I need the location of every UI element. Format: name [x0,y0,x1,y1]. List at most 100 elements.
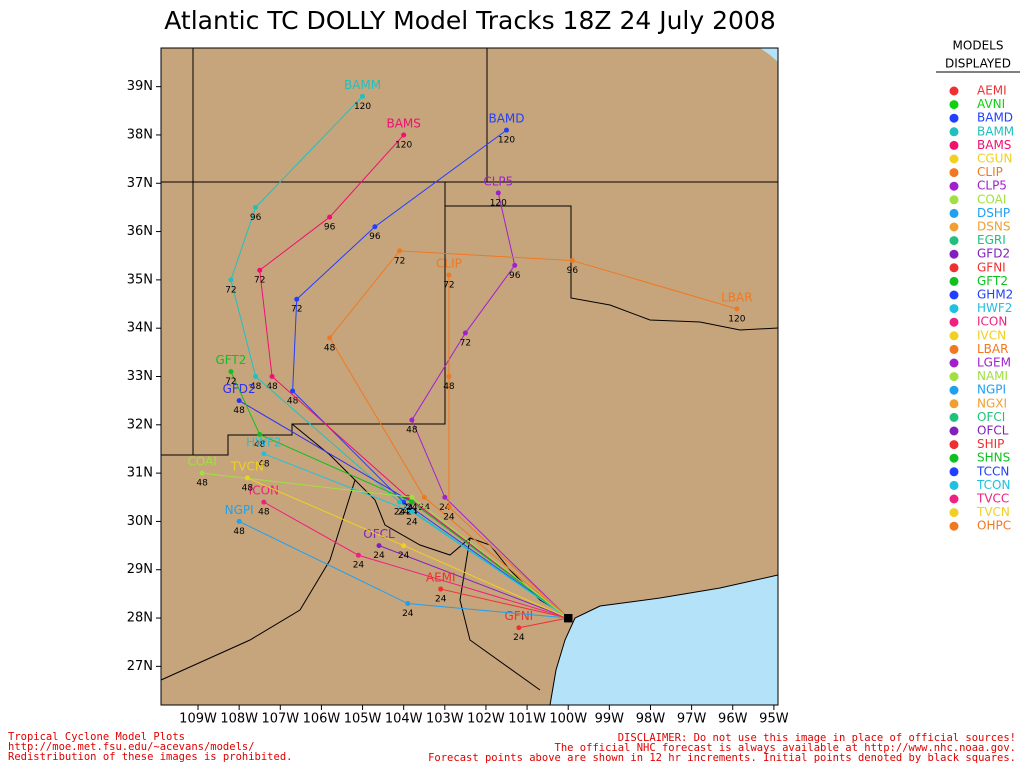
track-name: ICON [249,484,279,498]
hour-label: 48 [233,406,245,416]
legend-label: LBAR [977,342,1008,356]
track-point [734,306,740,312]
legend-label: AVNI [977,97,1005,111]
y-tick-label: 30N [127,514,153,529]
track-point [409,417,415,423]
y-tick-label: 34N [127,321,153,336]
track-line [440,588,569,619]
x-tick-label: 105W [344,712,382,727]
track-line [230,95,569,619]
hour-label: 24 [443,512,455,522]
state-border [445,205,779,331]
y-tick-label: 29N [127,562,153,577]
legend-label: SHNS [977,451,1010,465]
legend-swatch [949,263,959,273]
track-name: CLP5 [483,174,513,188]
hour-label: 24 [419,503,431,513]
legend-label: OFCL [977,424,1009,438]
legend-swatch [949,140,959,150]
x-tick-label: 97W [677,712,707,727]
legend-swatch [949,344,959,354]
hour-label: 120 [498,136,515,146]
track-name: GFNI [505,609,534,623]
track-point [228,369,234,375]
x-tick-label: 98W [636,712,666,727]
legend-swatch [949,467,959,477]
hour-label: 96 [250,213,262,223]
track-point [236,518,242,524]
hour-label: 24 [394,508,406,518]
track-point [405,601,411,607]
hour-label: 48 [258,459,270,469]
track-point [355,552,361,558]
hour-label: 72 [225,377,236,387]
track-name: OFCL [363,527,395,541]
hour-label: 48 [250,382,262,392]
track-point [261,499,267,505]
hour-label: 96 [369,232,381,242]
hour-label: 96 [324,223,336,233]
state-border [161,182,446,456]
legend-swatch [949,290,959,300]
legend-swatch [949,113,959,123]
legend-swatch [949,249,959,259]
x-tick-label: 99W [595,712,625,727]
legend-label: GFD2 [977,247,1010,261]
legend-title: MODELS [953,39,1004,53]
track-point [516,625,522,631]
track-name: BAMM [344,78,381,92]
track-point [327,335,333,341]
legend-label: LGEM [977,356,1011,370]
legend-label: TVCC [976,492,1009,506]
x-tick-label: 100W [549,712,587,727]
track-name: BAMD [488,112,524,126]
legend-label: TCCN [976,464,1009,478]
track-point [504,127,510,133]
legend-swatch [949,453,959,463]
footer-left: Redistribution of these images is prohib… [8,751,292,763]
hour-label: 48 [287,396,299,406]
track-name: NGPI [225,503,254,517]
footer-right: DISCLAIMER: Do not use this image in pla… [618,732,1016,744]
title: Atlantic TC DOLLY Model Tracks 18Z 24 Ju… [164,6,775,35]
legend-swatch [949,317,959,327]
legend-label: BAMD [977,111,1013,125]
track-name: BAMS [386,116,420,130]
x-tick-label: 107W [261,712,299,727]
legend-label: NGPI [977,383,1006,397]
hour-label: 120 [490,198,507,208]
track-point [409,509,415,515]
legend-swatch [949,222,959,232]
hour-label: 48 [196,479,208,489]
legend-swatch [949,86,959,96]
legend-label: NAMI [977,369,1008,383]
track-line [259,134,569,619]
x-tick-label: 106W [303,712,341,727]
hour-label: 48 [266,382,278,392]
track-point [253,374,259,379]
y-tick-label: 33N [127,369,153,384]
hour-label: 48 [233,527,245,537]
legend-label: HWF2 [977,301,1012,315]
track-point [294,296,300,302]
track-point [199,470,205,476]
legend-label: CGUN [977,152,1012,166]
legend-label: BAMS [977,138,1011,152]
track-point [446,504,452,510]
track-point [257,431,263,437]
x-tick-label: 102W [467,712,505,727]
track-point [409,494,415,500]
legend-label: GFNI [977,260,1006,274]
legend-swatch [949,372,959,382]
track-point [327,214,333,220]
track-name: LBAR [721,290,752,304]
legend-label: GFT2 [977,274,1008,288]
legend-swatch [949,127,959,137]
footer-left: Tropical Cyclone Model Plots [8,731,185,743]
y-tick-label: 28N [127,611,153,626]
track-point [228,277,234,283]
legend-swatch [949,304,959,314]
legend-title: DISPLAYED [945,57,1011,71]
legend-swatch [949,494,959,504]
track-point [446,374,452,379]
